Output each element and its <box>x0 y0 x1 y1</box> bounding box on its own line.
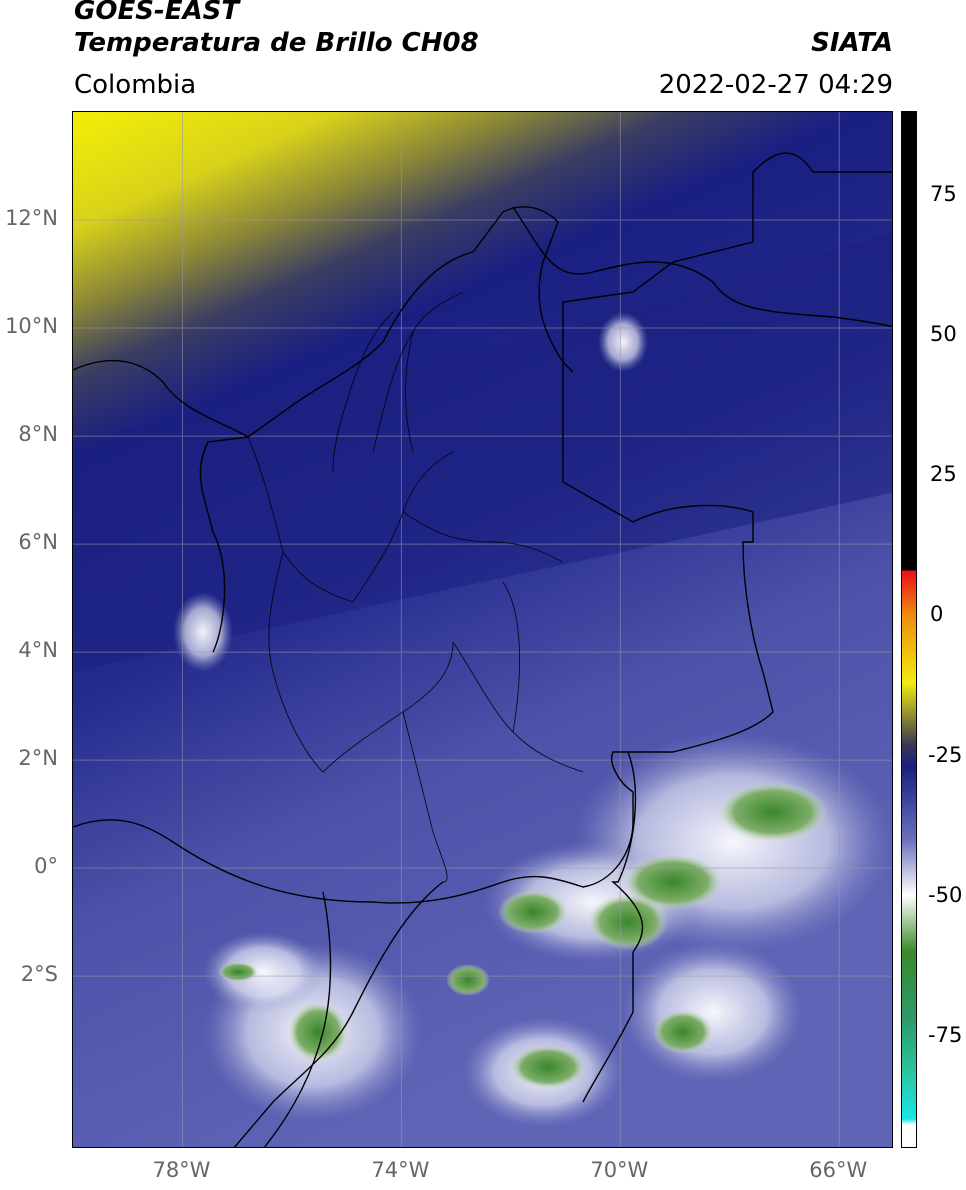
department-borders <box>247 291 584 883</box>
colorbar-tick-label: -50 <box>928 882 963 907</box>
lon-tick-label: 74°W <box>371 1158 430 1182</box>
lat-tick-label: 10°N <box>5 314 58 339</box>
lat-tick-label: 12°N <box>5 206 58 231</box>
colorbar-tick-label: 25 <box>930 462 957 487</box>
lon-tick-label: 70°W <box>590 1158 649 1182</box>
datetime-label: 2022-02-27 04:29 <box>658 70 893 100</box>
colorbar-tick-label: -25 <box>928 742 963 767</box>
lat-tick-label: 8°N <box>18 422 58 447</box>
brightness-temperature-map <box>72 111 893 1148</box>
colorbar <box>901 111 917 1148</box>
product-title: Temperatura de Brillo CH08 <box>74 28 479 58</box>
lat-tick-label: 0° <box>34 854 58 879</box>
lat-tick-label: 2°S <box>20 962 58 987</box>
country-borders <box>73 152 892 1147</box>
cold-band <box>73 232 892 672</box>
agency-label: SIATA <box>811 28 893 58</box>
lat-tick-label: 6°N <box>18 530 58 555</box>
lon-tick-label: 78°W <box>152 1158 211 1182</box>
lat-tick-label: 4°N <box>18 638 58 663</box>
gridlines <box>73 112 892 1147</box>
map-canvas <box>73 112 892 1147</box>
colorbar-tick-label: 0 <box>930 602 944 627</box>
colorbar-tick-label: 50 <box>930 322 957 347</box>
colorbar-tick-label: -75 <box>928 1022 963 1047</box>
lat-tick-label: 2°N <box>18 746 58 771</box>
colorbar-tick-label: 75 <box>930 182 957 207</box>
satellite-title: GOES-EAST <box>74 0 240 26</box>
region-label: Colombia <box>74 70 197 100</box>
lon-tick-label: 66°W <box>809 1158 868 1182</box>
deep-convection-areas <box>218 782 828 1089</box>
